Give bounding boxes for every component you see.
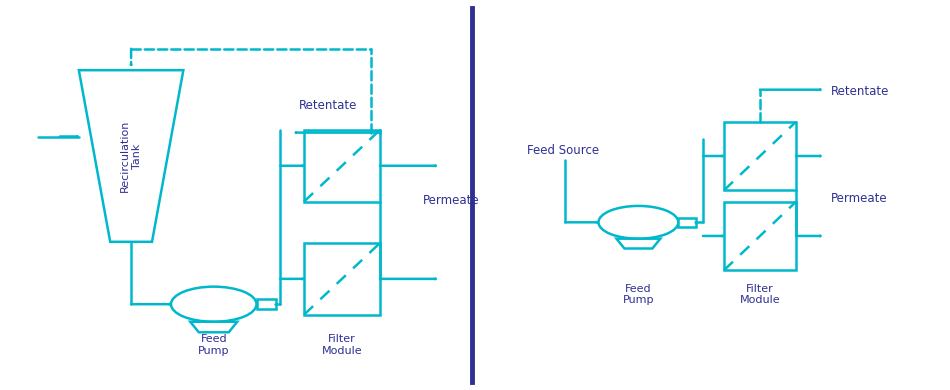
Text: Feed Source: Feed Source <box>527 144 599 157</box>
Text: Permeate: Permeate <box>831 192 888 206</box>
FancyBboxPatch shape <box>724 122 796 190</box>
Text: Feed
Pump: Feed Pump <box>622 284 655 305</box>
FancyBboxPatch shape <box>304 243 380 315</box>
Text: Retentate: Retentate <box>299 99 357 112</box>
Text: Recirculation
Tank: Recirculation Tank <box>121 120 142 192</box>
FancyBboxPatch shape <box>678 218 696 227</box>
Text: Feed
Pump: Feed Pump <box>198 334 230 356</box>
Text: Retentate: Retentate <box>831 85 889 98</box>
Text: Filter
Module: Filter Module <box>740 284 780 305</box>
FancyBboxPatch shape <box>256 300 275 309</box>
FancyBboxPatch shape <box>724 202 796 270</box>
Text: Filter
Module: Filter Module <box>322 334 362 356</box>
FancyBboxPatch shape <box>304 130 380 202</box>
Text: Permeate: Permeate <box>423 194 480 207</box>
